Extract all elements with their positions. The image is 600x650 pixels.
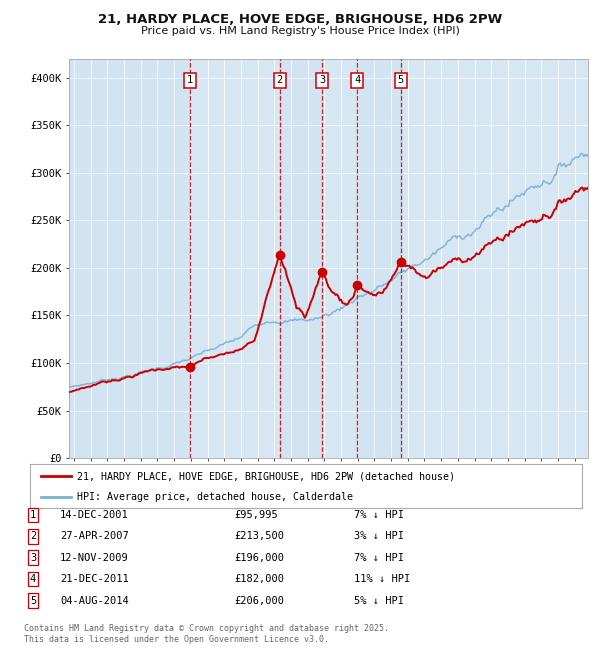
Text: £182,000: £182,000 — [234, 574, 284, 584]
Text: 14-DEC-2001: 14-DEC-2001 — [60, 510, 129, 520]
Bar — [401, 58, 588, 458]
Bar — [357, 58, 401, 458]
Bar — [322, 58, 357, 458]
Text: HPI: Average price, detached house, Calderdale: HPI: Average price, detached house, Cald… — [77, 492, 353, 502]
Text: 1: 1 — [187, 75, 193, 86]
Text: 21, HARDY PLACE, HOVE EDGE, BRIGHOUSE, HD6 2PW (detached house): 21, HARDY PLACE, HOVE EDGE, BRIGHOUSE, H… — [77, 471, 455, 481]
Text: £206,000: £206,000 — [234, 595, 284, 606]
Text: Contains HM Land Registry data © Crown copyright and database right 2025.
This d: Contains HM Land Registry data © Crown c… — [24, 624, 389, 644]
Text: 12-NOV-2009: 12-NOV-2009 — [60, 552, 129, 563]
Text: 2: 2 — [277, 75, 283, 86]
Text: 04-AUG-2014: 04-AUG-2014 — [60, 595, 129, 606]
Text: £196,000: £196,000 — [234, 552, 284, 563]
Text: 3% ↓ HPI: 3% ↓ HPI — [354, 531, 404, 541]
Text: 27-APR-2007: 27-APR-2007 — [60, 531, 129, 541]
Text: 5: 5 — [398, 75, 404, 86]
Text: 1: 1 — [30, 510, 36, 520]
Text: 7% ↓ HPI: 7% ↓ HPI — [354, 552, 404, 563]
Text: 21, HARDY PLACE, HOVE EDGE, BRIGHOUSE, HD6 2PW: 21, HARDY PLACE, HOVE EDGE, BRIGHOUSE, H… — [98, 13, 502, 26]
Text: 7% ↓ HPI: 7% ↓ HPI — [354, 510, 404, 520]
Bar — [69, 58, 190, 458]
Bar — [280, 58, 322, 458]
Text: 4: 4 — [354, 75, 361, 86]
Text: 11% ↓ HPI: 11% ↓ HPI — [354, 574, 410, 584]
Text: £213,500: £213,500 — [234, 531, 284, 541]
Text: 4: 4 — [30, 574, 36, 584]
Text: 5: 5 — [30, 595, 36, 606]
Bar — [190, 58, 280, 458]
Text: 3: 3 — [319, 75, 325, 86]
Text: 3: 3 — [30, 552, 36, 563]
Text: 5% ↓ HPI: 5% ↓ HPI — [354, 595, 404, 606]
Text: £95,995: £95,995 — [234, 510, 278, 520]
Text: 2: 2 — [30, 531, 36, 541]
Text: Price paid vs. HM Land Registry's House Price Index (HPI): Price paid vs. HM Land Registry's House … — [140, 26, 460, 36]
Text: 21-DEC-2011: 21-DEC-2011 — [60, 574, 129, 584]
